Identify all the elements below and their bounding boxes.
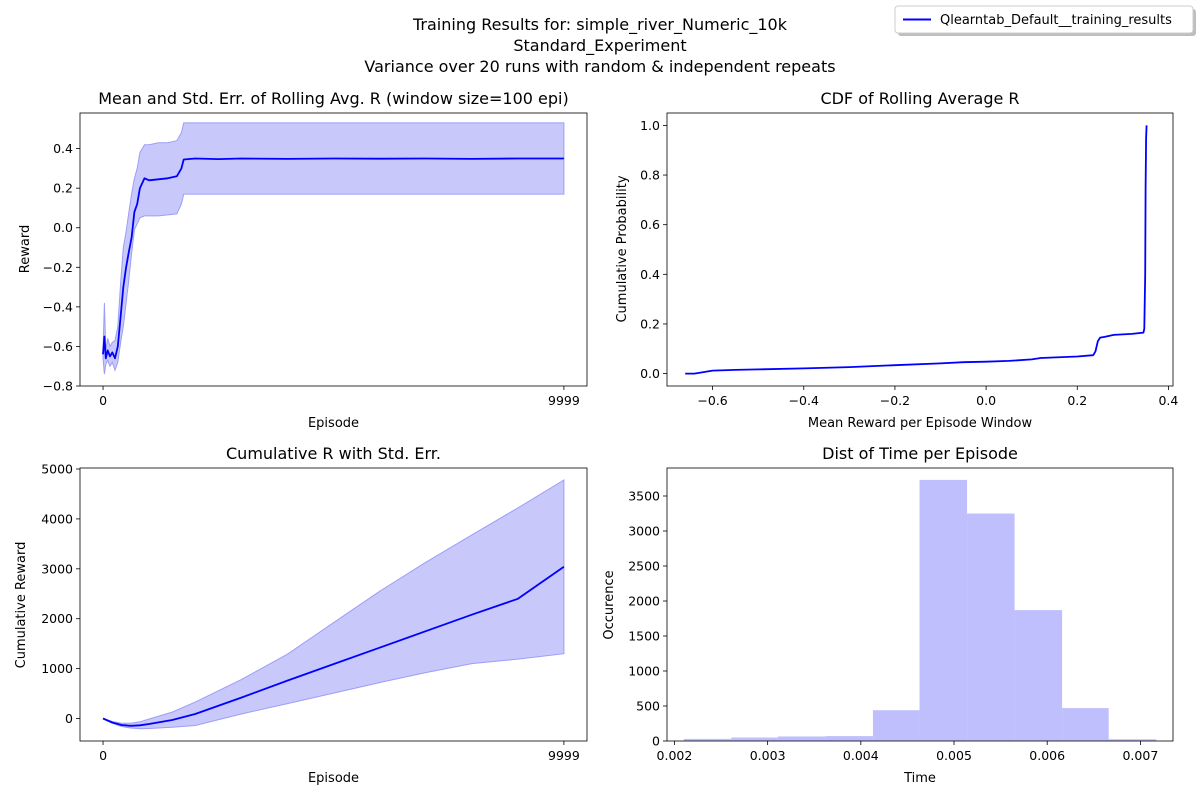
- x-tick-label: 0.4: [1158, 393, 1178, 408]
- y-tick-label: 5000: [41, 461, 73, 476]
- y-tick-label: 0: [65, 711, 73, 726]
- figure-title-line-1: Training Results for: simple_river_Numer…: [412, 15, 788, 35]
- series-line: [102, 157, 564, 360]
- y-tick-label: 3000: [41, 561, 73, 576]
- figure-title-line-3: Variance over 20 runs with random & inde…: [364, 57, 835, 76]
- x-tick-label: 9999: [548, 393, 580, 408]
- histogram-bar: [919, 479, 968, 741]
- y-axis-label: Occurence: [602, 570, 617, 639]
- y-tick-label: 1000: [628, 664, 660, 679]
- y-tick-label: −0.6: [43, 339, 73, 354]
- x-tick-label: 0.007: [1122, 748, 1158, 763]
- histogram-bar: [777, 736, 826, 741]
- std-err-band: [102, 479, 565, 730]
- panel-cumulative-reward: Cumulative R with Std. Err. 0 1000 2000 300…: [14, 444, 588, 786]
- y-tick-label: −0.4: [43, 299, 73, 314]
- axes-frame: [79, 112, 588, 387]
- y-tick-label: 1.0: [640, 118, 660, 133]
- y-tick-label: 2000: [628, 594, 660, 609]
- y-axis-label: Cumulative Reward: [14, 542, 29, 669]
- x-tick-label: 0: [99, 748, 107, 763]
- y-tick-label: 500: [636, 699, 660, 714]
- histogram-bar: [872, 710, 920, 741]
- legend-label: Qlearntab_Default__training_results: [940, 13, 1172, 28]
- histogram-bar: [825, 736, 873, 741]
- y-tick-label: 0.4: [53, 141, 73, 156]
- plot-area: 0 500 1000 1500 2000 2500 3000 3500 0.002 0.003 0.…: [628, 467, 1174, 763]
- panel-cdf: CDF of Rolling Average R 0.0 0.2 0.4 0.6 0.8…: [615, 89, 1178, 431]
- axes-frame: [666, 467, 1174, 742]
- y-tick-label: 0: [652, 734, 660, 749]
- panel-title: CDF of Rolling Average R: [820, 89, 1019, 108]
- y-tick-label: 2500: [628, 559, 660, 574]
- x-tick-label: 0.0: [976, 393, 996, 408]
- x-tick-label: −0.6: [697, 393, 727, 408]
- x-tick-label: 0.006: [1029, 748, 1065, 763]
- std-err-band: [102, 122, 565, 375]
- y-tick-label: 1000: [41, 661, 73, 676]
- panel-time-histogram: Dist of Time per Episode 0 500 1000 1500 200…: [602, 444, 1174, 786]
- y-tick-label: 3500: [628, 489, 660, 504]
- x-tick-label: −0.2: [880, 393, 910, 408]
- y-tick-label: −0.8: [43, 379, 73, 394]
- x-axis-label: Mean Reward per Episode Window: [808, 416, 1033, 431]
- y-axis-label: Reward: [18, 225, 33, 273]
- histogram-bar: [967, 513, 1015, 741]
- x-axis-label: Episode: [308, 771, 359, 786]
- x-tick-label: 9999: [548, 748, 580, 763]
- axes-frame: [666, 112, 1174, 387]
- histogram-bar: [1062, 708, 1109, 741]
- plot-area: −0.8 −0.6 −0.4 −0.2 0.0 0.2 0.4 0 9999: [43, 112, 588, 408]
- histogram-bar: [683, 738, 732, 741]
- panel-title: Cumulative R with Std. Err.: [226, 444, 441, 463]
- histogram-bar: [1014, 610, 1063, 741]
- x-tick-label: −0.4: [789, 393, 819, 408]
- y-tick-label: 2000: [41, 611, 73, 626]
- panel-title: Dist of Time per Episode: [822, 444, 1018, 463]
- legend: Qlearntab_Default__training_results: [894, 5, 1196, 36]
- y-tick-label: −0.2: [43, 260, 73, 275]
- y-tick-label: 0.4: [640, 267, 660, 282]
- x-tick-label: 0.004: [843, 748, 879, 763]
- axes-frame: [79, 467, 588, 742]
- panel-rolling-reward: Mean and Std. Err. of Rolling Avg. R (wi…: [18, 89, 588, 431]
- y-tick-label: 0.0: [53, 220, 73, 235]
- legend-frame: [894, 5, 1194, 34]
- plot-area: 0.0 0.2 0.4 0.6 0.8 1.0 −0.6 −0.4 −0.2 0.0 0.2 0.4: [640, 112, 1178, 408]
- y-tick-label: 0.6: [640, 217, 660, 232]
- series-line: [102, 566, 565, 727]
- x-tick-label: 0.002: [657, 748, 693, 763]
- x-axis-label: Episode: [308, 416, 359, 431]
- y-tick-label: 0.2: [53, 181, 73, 196]
- y-tick-label: 0.0: [640, 366, 660, 381]
- figure-title-line-2: Standard_Experiment: [513, 36, 686, 56]
- plot-area: 0 1000 2000 3000 4000 5000 0 9999: [41, 461, 588, 763]
- series-line: [685, 125, 1148, 375]
- y-axis-label: Cumulative Probability: [615, 175, 630, 322]
- histogram-bar: [731, 737, 778, 741]
- x-tick-label: 0: [99, 393, 107, 408]
- x-tick-label: 0.003: [750, 748, 786, 763]
- x-axis-label: Time: [903, 771, 936, 786]
- y-tick-label: 0.8: [640, 168, 660, 183]
- histogram-bar: [1108, 739, 1157, 741]
- panel-title: Mean and Std. Err. of Rolling Avg. R (wi…: [98, 89, 569, 108]
- x-tick-label: 0.005: [936, 748, 972, 763]
- y-tick-label: 1500: [628, 629, 660, 644]
- x-tick-label: 0.2: [1067, 393, 1087, 408]
- y-tick-label: 3000: [628, 524, 660, 539]
- y-tick-label: 0.2: [640, 316, 660, 331]
- y-tick-label: 4000: [41, 511, 73, 526]
